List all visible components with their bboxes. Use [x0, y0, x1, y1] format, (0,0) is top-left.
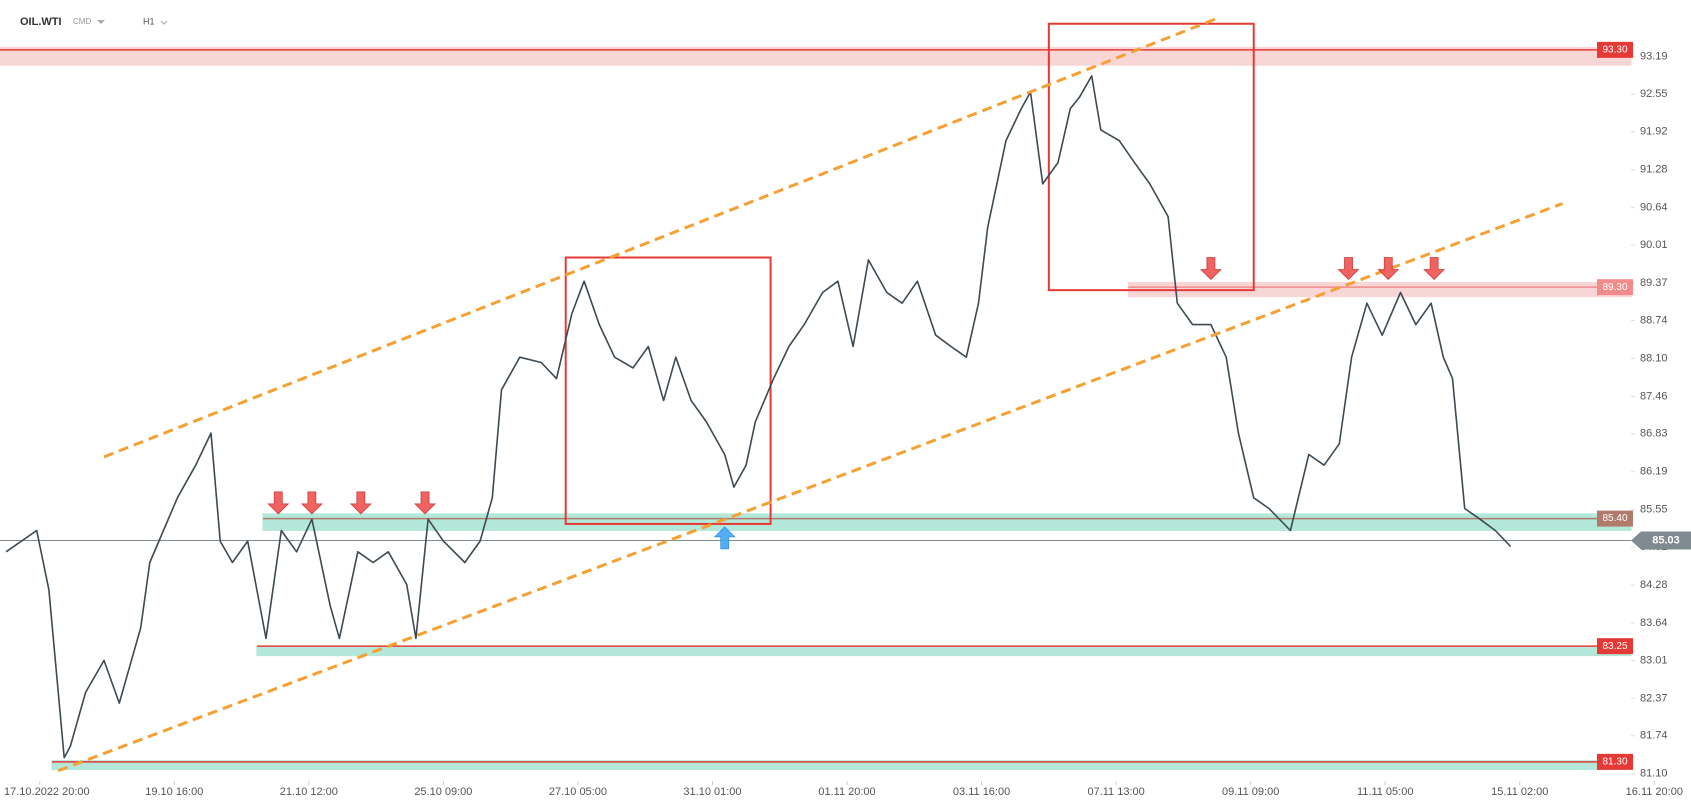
- level-label: 85.40: [1602, 513, 1627, 524]
- x-tick-label: 27.10 05:00: [549, 786, 607, 798]
- level-zone: [262, 513, 1632, 531]
- level-label-box: [1597, 638, 1633, 655]
- y-tick-label: 91.92: [1640, 126, 1668, 138]
- y-tick-label: 89.37: [1640, 277, 1668, 289]
- price-line: [5, 75, 1512, 759]
- down-arrow: [1337, 257, 1360, 281]
- symbol[interactable]: OIL.WTI: [20, 16, 62, 28]
- current-price-label: 85.03: [1652, 534, 1680, 546]
- y-tick-label: 88.74: [1640, 314, 1668, 326]
- level-label-box: [1597, 510, 1633, 527]
- level-label-box: [1597, 753, 1633, 770]
- y-tick-label: 84.28: [1640, 579, 1668, 591]
- y-tick-label: 90.01: [1640, 239, 1668, 251]
- level-label: 93.30: [1602, 44, 1627, 55]
- y-tick-label: 81.10: [1640, 768, 1668, 780]
- y-tick-label: 83.01: [1640, 654, 1668, 666]
- highlight-box: [564, 256, 772, 525]
- y-tick-label: 91.28: [1640, 164, 1668, 176]
- trend-line: [103, 16, 1218, 459]
- y-tick-label: 83.64: [1640, 617, 1668, 629]
- x-tick-label: 09.11 09:00: [1222, 786, 1279, 798]
- y-tick-label: 81.74: [1640, 730, 1668, 742]
- highlight-box: [1047, 22, 1255, 292]
- y-tick-label: 86.19: [1640, 466, 1668, 478]
- level-label-box: [1597, 279, 1633, 296]
- down-arrow: [1423, 257, 1446, 281]
- market: CMD: [73, 17, 91, 26]
- y-tick-label: 88.10: [1640, 352, 1668, 364]
- down-arrow: [267, 491, 290, 515]
- level-label: 81.30: [1602, 757, 1627, 768]
- y-tick-label: 90.64: [1640, 202, 1668, 214]
- x-tick-label: 19.10 16:00: [145, 786, 203, 798]
- x-tick-label: 17.10.2022 20:00: [4, 786, 90, 798]
- y-tick-label: 87.46: [1640, 390, 1668, 402]
- up-arrow: [713, 526, 736, 550]
- y-tick-label: 85.55: [1640, 504, 1668, 516]
- down-arrow: [414, 491, 437, 515]
- y-tick-label: 86.83: [1640, 428, 1668, 440]
- current-price-label-box: [1631, 531, 1691, 550]
- x-tick-label: 21.10 12:00: [280, 786, 338, 798]
- level-label-box: [1597, 41, 1633, 58]
- level-label: 83.25: [1602, 641, 1627, 652]
- chart-header: OIL.WTI CMD H1: [20, 16, 168, 28]
- trend-line: [57, 202, 1564, 773]
- y-tick-label: 92.55: [1640, 88, 1668, 100]
- down-arrow: [300, 491, 323, 515]
- x-tick-label: 31.10 01:00: [683, 786, 741, 798]
- x-tick-label: 07.11 13:00: [1087, 786, 1144, 798]
- x-tick-label: 25.10 09:00: [414, 786, 472, 798]
- x-tick-label: 11.11 05:00: [1357, 786, 1413, 798]
- x-tick-label: 03.11 16:00: [953, 786, 1010, 798]
- level-label: 89.30: [1602, 282, 1627, 293]
- dropdown-caret[interactable]: [160, 20, 168, 25]
- down-arrow: [1377, 257, 1400, 281]
- down-arrow: [1199, 257, 1222, 281]
- y-tick-label: 82.37: [1640, 692, 1668, 704]
- timeframe[interactable]: H1: [143, 16, 155, 26]
- x-tick-label: 16.11 20:00: [1626, 786, 1683, 798]
- level-zone: [256, 646, 1632, 657]
- dropdown-caret[interactable]: [97, 20, 105, 24]
- x-tick-label: 15.11 02:00: [1491, 786, 1548, 798]
- y-tick-label: 93.19: [1640, 50, 1668, 62]
- x-tick-label: 01.11 20:00: [818, 786, 875, 798]
- down-arrow: [349, 491, 372, 515]
